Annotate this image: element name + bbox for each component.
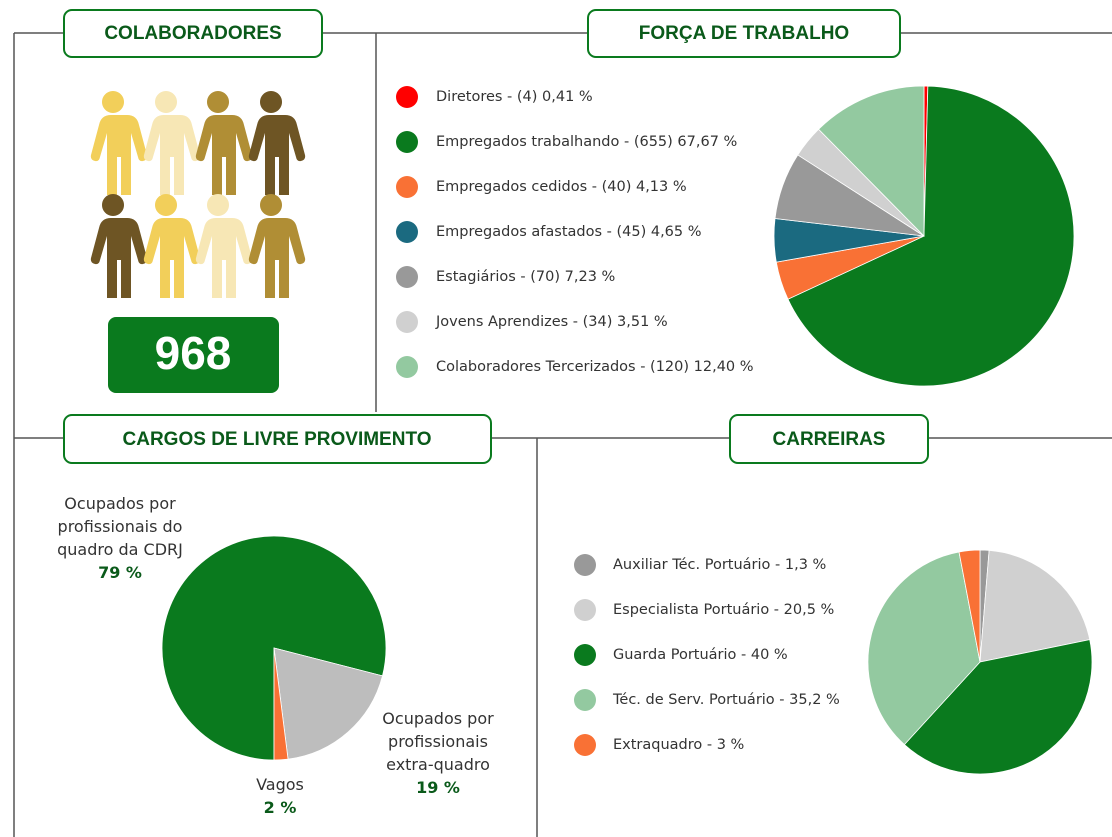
panel-title: COLABORADORES — [104, 23, 281, 44]
pie-slice — [903, 639, 1093, 775]
slice-value: 2 % — [263, 798, 297, 817]
pie-slice — [979, 549, 1091, 663]
person-icon — [90, 194, 148, 298]
legend-label: Empregados trabalhando - (655) 67,67 % — [436, 134, 737, 150]
slice-value: 19 % — [416, 778, 460, 797]
pie-slice — [161, 535, 387, 761]
person-icon — [90, 91, 148, 195]
legend-swatch — [574, 554, 596, 576]
panel-title: CARGOS DE LIVRE PROVIMENTO — [123, 429, 432, 450]
panel-title: CARREIRAS — [773, 429, 886, 450]
legend-label: Jovens Aprendizes - (34) 3,51 % — [435, 314, 668, 330]
legend-label: Estagiários - (70) 7,23 % — [436, 269, 615, 285]
pie-slice — [273, 647, 289, 761]
legend-swatch — [396, 221, 418, 243]
legend-swatch — [574, 644, 596, 666]
legend-label: Empregados cedidos - (40) 4,13 % — [436, 179, 687, 195]
pie-slice — [787, 85, 1075, 387]
person-icon — [195, 194, 253, 298]
header-box — [729, 414, 929, 464]
legend-swatch — [574, 734, 596, 756]
legend-label: Extraquadro - 3 % — [613, 737, 744, 753]
legend-swatch — [396, 86, 418, 108]
slice-name: Ocupados por profissionais do quadro da … — [57, 494, 183, 559]
legend-label: Diretores - (4) 0,41 % — [436, 89, 593, 105]
legend-swatch — [396, 131, 418, 153]
legend-label: Auxiliar Téc. Portuário - 1,3 % — [613, 557, 826, 573]
legend-swatch — [396, 266, 418, 288]
legend-label: Especialista Portuário - 20,5 % — [613, 602, 834, 618]
legend-swatch — [574, 599, 596, 621]
person-icon — [248, 194, 306, 298]
person-icon — [248, 91, 306, 195]
total-box — [108, 317, 279, 393]
header-box — [587, 9, 901, 58]
pie-slice — [958, 549, 981, 663]
panel-title: FORÇA DE TRABALHO — [639, 23, 849, 44]
slice-name: Vagos — [256, 775, 304, 794]
legend-swatch — [396, 311, 418, 333]
person-icon — [143, 194, 201, 298]
slice-label: Ocupados por profissionais do quadro da … — [48, 492, 193, 584]
legend-swatch — [396, 356, 418, 378]
legend-swatch — [574, 689, 596, 711]
header-box — [63, 414, 492, 464]
slice-value: 79 % — [98, 563, 142, 582]
legend-label: Empregados afastados - (45) 4,65 % — [436, 224, 702, 240]
slice-name: Ocupados por profissionais extra-quadro — [382, 709, 494, 774]
pie-slice — [867, 551, 981, 746]
legend-label: Guarda Portuário - 40 % — [613, 647, 788, 663]
person-icon — [195, 91, 253, 195]
slice-label: Ocupados por profissionais extra-quadro 1… — [376, 707, 501, 799]
header-box — [63, 9, 323, 58]
pie-slice — [273, 647, 383, 760]
legend-label: Téc. de Serv. Portuário - 35,2 % — [612, 692, 840, 708]
people-icons — [90, 91, 306, 298]
pie-slice — [818, 85, 925, 237]
legend-label: Colaboradores Tercerizados - (120) 12,40… — [436, 359, 754, 375]
person-icon — [143, 91, 201, 195]
legend-swatch — [396, 176, 418, 198]
total-value: 968 — [155, 327, 232, 379]
slice-label: Vagos 2 % — [240, 773, 320, 819]
